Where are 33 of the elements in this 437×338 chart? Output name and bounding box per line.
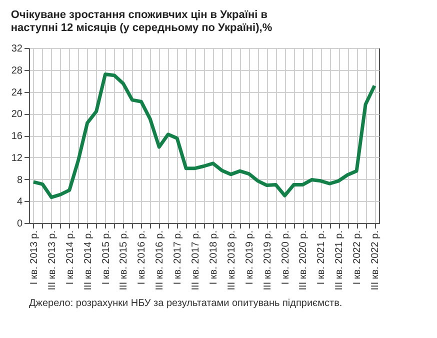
x-tick-label: III кв. 2015 р.	[118, 230, 130, 290]
y-tick-label: 12	[11, 152, 23, 164]
x-tick-label: I кв. 2020 р.	[280, 230, 292, 285]
x-tick-label: III кв. 2020 р.	[298, 230, 310, 290]
x-tick-label: III кв. 2014 р.	[82, 230, 94, 290]
x-tick-label: III кв. 2017 р.	[190, 230, 202, 290]
y-tick-label: 20	[11, 109, 23, 120]
text: наступні 12 місяців (у середньому по Україні),%	[10, 22, 272, 34]
text: Джерело: розрахунки НБУ за результатами опитувань підприємств.	[29, 298, 342, 309]
y-tick-label: 0	[16, 218, 23, 230]
x-tick-label: I кв. 2018 р.	[208, 230, 220, 285]
x-tick-label: III кв. 2016 р.	[154, 230, 166, 290]
y-tick-label: 8	[16, 174, 23, 186]
x-tick-label: I кв. 2016 р.	[136, 230, 148, 285]
x-tick-label: III кв. 2018 р.	[226, 230, 238, 290]
x-tick-label: III кв. 2013 р.	[46, 230, 58, 290]
x-tick-label: III кв. 2022 р.	[370, 230, 382, 290]
y-tick-label: 16	[11, 131, 23, 142]
y-tick-label: 24	[11, 87, 23, 98]
x-tick-label: I кв. 2017 р.	[172, 230, 184, 285]
y-tick-label: 28	[11, 65, 23, 76]
y-tick-label: 4	[16, 196, 23, 208]
y-tick-label: 32	[11, 44, 23, 54]
x-tick-label: I кв. 2015 р.	[100, 230, 112, 285]
x-tick-label: I кв. 2019 р.	[244, 230, 256, 285]
x-tick-label: I кв. 2013 р.	[28, 230, 40, 285]
x-tick-label: III кв. 2021 р.	[334, 230, 346, 290]
x-tick-label: I кв. 2022 р.	[352, 230, 364, 285]
x-tick-label: I кв. 2014 р.	[64, 230, 76, 285]
line-series	[32, 72, 376, 200]
text: Очікуване зростання споживчих цін в Україні в	[10, 9, 268, 21]
x-tick-label: III кв. 2019 р.	[262, 230, 274, 290]
x-tick-label: I кв. 2021 р.	[316, 230, 328, 285]
